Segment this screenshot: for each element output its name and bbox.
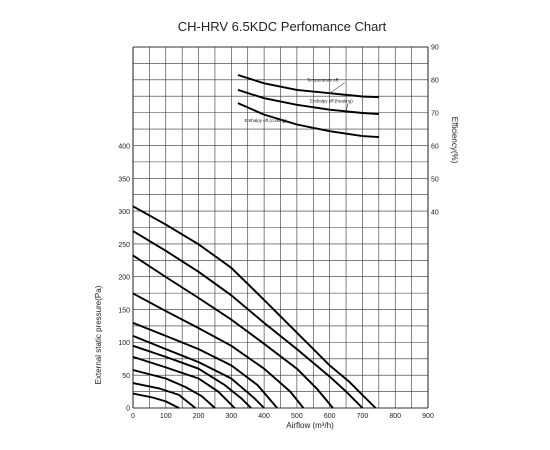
curves-layer xyxy=(132,74,379,409)
pressure-curve xyxy=(132,355,236,409)
pressure-curve xyxy=(132,392,180,409)
y-tick-label: 300 xyxy=(118,209,130,216)
y-axis-label: External static pressure(Pa) xyxy=(94,285,103,384)
x-tick-label: 0 xyxy=(131,413,135,420)
annotation-leader-line xyxy=(282,121,284,124)
efficiency-curve xyxy=(237,88,379,115)
y2-tick-label: 50 xyxy=(431,177,439,184)
y-tick-label: 400 xyxy=(118,144,130,151)
y-tick-label: 100 xyxy=(118,340,130,347)
pressure-curve xyxy=(132,205,377,409)
x-tick-label: 800 xyxy=(389,413,401,420)
y2-axis-label: Efficiency(%) xyxy=(450,117,459,164)
x-tick-label: 700 xyxy=(357,413,369,420)
pressure-curve xyxy=(132,382,196,409)
ticks-layer: 0 100 200 300 400 500 600 700 800 900 0 50 100 150 200… xyxy=(118,45,439,421)
annotation-leader-line xyxy=(345,103,349,112)
y2-tick-label: 80 xyxy=(431,78,439,85)
x-tick-label: 500 xyxy=(291,413,303,420)
pressure-curve xyxy=(132,344,252,409)
y2-tick-label: 60 xyxy=(431,144,439,151)
curve-annotation: Temperature eff. xyxy=(307,78,340,83)
y-tick-label: 250 xyxy=(118,242,130,249)
x-tick-label: 900 xyxy=(422,413,434,420)
x-tick-label: 200 xyxy=(193,413,205,420)
efficiency-curve xyxy=(237,74,379,99)
x-tick-label: 100 xyxy=(160,413,172,420)
y-tick-label: 50 xyxy=(122,373,130,380)
y2-tick-label: 70 xyxy=(431,111,439,118)
x-tick-label: 400 xyxy=(258,413,270,420)
pressure-curve xyxy=(132,292,305,409)
y2-tick-label: 90 xyxy=(431,45,439,52)
x-tick-label: 300 xyxy=(225,413,237,420)
curve-annotation: Enthalpy eff.(cooling) xyxy=(244,118,287,123)
pressure-curve xyxy=(132,230,364,409)
pressure-curve xyxy=(132,369,216,409)
x-tick-label: 600 xyxy=(324,413,336,420)
efficiency-curve xyxy=(237,102,379,139)
annotations-layer: Temperature eff. Enthalpy eff.(heating) En… xyxy=(244,78,353,124)
chart-title: CH-HRV 6.5KDC Perfomance Chart xyxy=(178,19,387,34)
y-tick-label: 200 xyxy=(118,275,130,282)
pressure-curve xyxy=(132,254,334,409)
y-tick-label: 350 xyxy=(118,176,130,183)
annotation-leader-line xyxy=(329,82,345,94)
y-tick-label: 0 xyxy=(126,406,130,413)
pressure-curve xyxy=(132,335,265,409)
y-tick-label: 150 xyxy=(118,307,130,314)
x-axis-label: Airflow (m³/h) xyxy=(286,421,334,430)
curve-annotation: Enthalpy eff.(heating) xyxy=(310,98,353,103)
y2-tick-label: 40 xyxy=(431,210,439,217)
pressure-curve xyxy=(132,322,278,409)
